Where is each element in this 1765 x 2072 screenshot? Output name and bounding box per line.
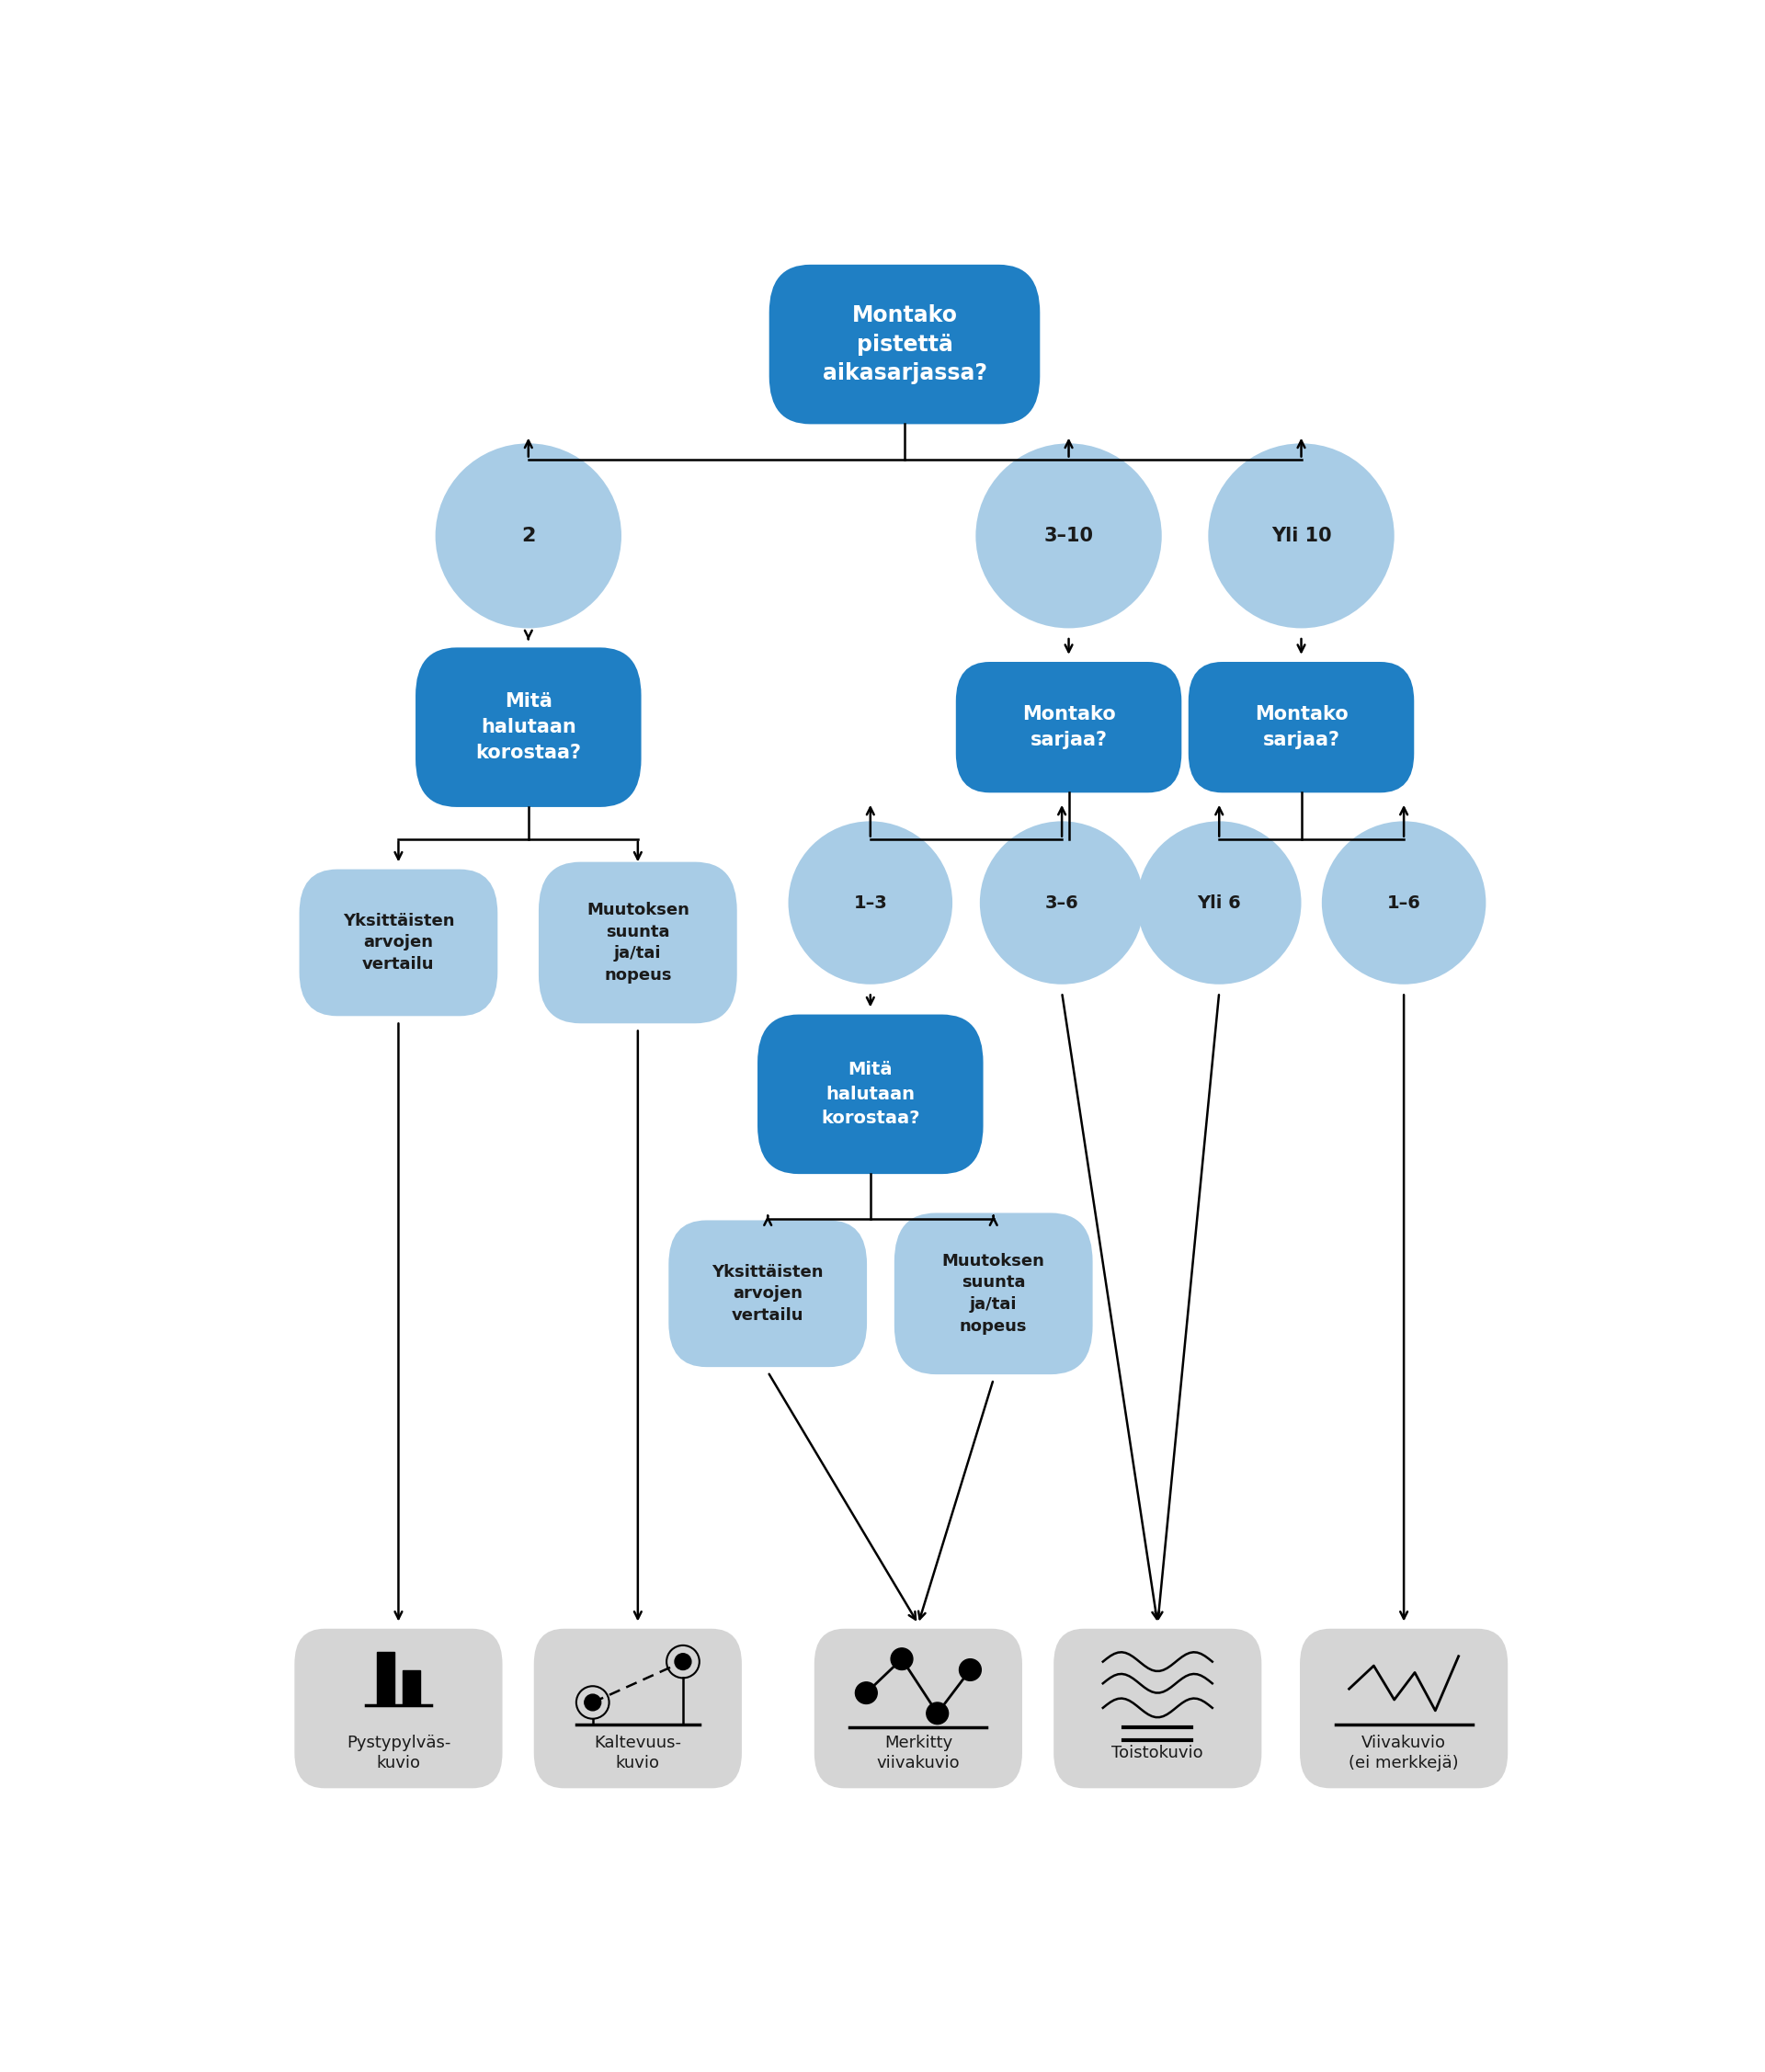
Text: Pystypylväs-
kuvio: Pystypylväs- kuvio — [346, 1734, 450, 1772]
Bar — [376, 1651, 394, 1705]
Text: Muutoksen
suunta
ja/tai
nopeus: Muutoksen suunta ja/tai nopeus — [586, 901, 690, 984]
Text: Viivakuvio
(ei merkkejä): Viivakuvio (ei merkkejä) — [1348, 1734, 1460, 1772]
FancyBboxPatch shape — [533, 1629, 741, 1788]
FancyBboxPatch shape — [895, 1212, 1093, 1374]
FancyBboxPatch shape — [538, 862, 738, 1024]
FancyBboxPatch shape — [957, 661, 1181, 794]
Ellipse shape — [584, 1695, 600, 1711]
Text: Toistokuvio: Toistokuvio — [1112, 1745, 1204, 1761]
Ellipse shape — [856, 1682, 877, 1703]
FancyBboxPatch shape — [415, 649, 641, 808]
Ellipse shape — [674, 1653, 692, 1670]
Text: Montako
sarjaa?: Montako sarjaa? — [1255, 704, 1348, 750]
Ellipse shape — [1209, 443, 1394, 628]
Ellipse shape — [980, 821, 1144, 984]
FancyBboxPatch shape — [814, 1629, 1022, 1788]
Text: Mitä
halutaan
korostaa?: Mitä halutaan korostaa? — [475, 692, 581, 762]
FancyBboxPatch shape — [1054, 1629, 1262, 1788]
FancyBboxPatch shape — [1188, 661, 1414, 794]
Ellipse shape — [436, 443, 621, 628]
Text: Yksittäisten
arvojen
vertailu: Yksittäisten arvojen vertailu — [711, 1264, 824, 1324]
Text: Kaltevuus-
kuvio: Kaltevuus- kuvio — [595, 1734, 681, 1772]
Text: Yli 10: Yli 10 — [1271, 526, 1331, 545]
Text: 1–6: 1–6 — [1387, 893, 1421, 912]
Ellipse shape — [1137, 821, 1301, 984]
Text: Yksittäisten
arvojen
vertailu: Yksittäisten arvojen vertailu — [342, 912, 454, 972]
Bar — [402, 1670, 420, 1705]
Text: 2: 2 — [521, 526, 535, 545]
Text: Merkitty
viivakuvio: Merkitty viivakuvio — [877, 1734, 960, 1772]
FancyBboxPatch shape — [1299, 1629, 1507, 1788]
Text: 1–3: 1–3 — [854, 893, 888, 912]
FancyBboxPatch shape — [770, 265, 1040, 425]
Ellipse shape — [789, 821, 953, 984]
FancyBboxPatch shape — [295, 1629, 503, 1788]
Text: 3–6: 3–6 — [1045, 893, 1078, 912]
Ellipse shape — [1322, 821, 1486, 984]
Ellipse shape — [927, 1703, 948, 1724]
Ellipse shape — [976, 443, 1161, 628]
Text: Muutoksen
suunta
ja/tai
nopeus: Muutoksen suunta ja/tai nopeus — [943, 1254, 1045, 1334]
FancyBboxPatch shape — [669, 1220, 867, 1368]
Text: Yli 6: Yli 6 — [1197, 893, 1241, 912]
Ellipse shape — [960, 1660, 981, 1680]
Text: Mitä
halutaan
korostaa?: Mitä halutaan korostaa? — [821, 1061, 920, 1127]
FancyBboxPatch shape — [300, 870, 498, 1015]
Text: 3–10: 3–10 — [1043, 526, 1094, 545]
Ellipse shape — [891, 1647, 913, 1670]
FancyBboxPatch shape — [757, 1015, 983, 1175]
Text: Montako
sarjaa?: Montako sarjaa? — [1022, 704, 1115, 750]
Text: Montako
pistettä
aikasarjassa?: Montako pistettä aikasarjassa? — [822, 305, 987, 385]
